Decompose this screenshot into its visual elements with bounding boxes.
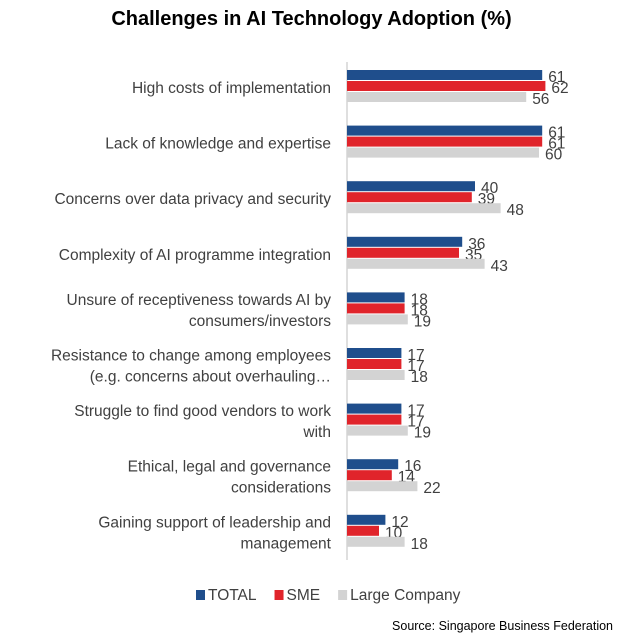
category-label: Ethical, legal and governance <box>128 459 331 476</box>
data-label: 61 <box>548 69 565 86</box>
bar-total <box>347 125 543 136</box>
category-label: Unsure of receptiveness towards AI by <box>67 292 332 309</box>
legend-label: SME <box>287 587 321 604</box>
bar-sme <box>347 81 546 91</box>
bar-total <box>347 348 402 358</box>
data-label: 12 <box>391 514 408 531</box>
bar-large-company <box>347 536 405 547</box>
data-label: 48 <box>507 202 524 219</box>
bar-total <box>347 514 386 525</box>
category-label: Lack of knowledge and expertise <box>105 136 331 153</box>
data-label: 17 <box>407 414 424 431</box>
category-label: consumers/investors <box>189 313 331 330</box>
data-label: 18 <box>411 369 428 386</box>
bar-sme <box>347 359 402 369</box>
category-label: High costs of implementation <box>132 80 331 97</box>
bar-total <box>347 292 405 303</box>
category-label: Concerns over data privacy and security <box>54 191 331 208</box>
data-label: 62 <box>551 80 568 97</box>
bar-total <box>347 236 463 247</box>
bar-sme <box>347 525 379 536</box>
data-label: 60 <box>545 147 563 164</box>
data-label: 61 <box>548 125 565 142</box>
category-label: Complexity of AI programme integration <box>59 247 331 264</box>
bar-sme <box>347 247 459 258</box>
legend-swatch <box>196 590 205 600</box>
bar-large-company <box>347 425 408 436</box>
bar-large-company <box>347 258 485 269</box>
bar-total <box>347 181 475 192</box>
bar-sme <box>347 470 392 481</box>
category-label: Struggle to find good vendors to work <box>74 403 331 420</box>
bar-total <box>347 70 543 80</box>
data-label: 17 <box>407 347 424 364</box>
legend-swatch <box>274 590 284 600</box>
category-label: Resistance to change among employees <box>51 348 331 365</box>
bar-large-company <box>347 92 527 102</box>
chart-title: Challenges in AI Technology Adoption (%) <box>111 8 512 30</box>
data-label: 56 <box>532 91 549 108</box>
legend-label: TOTAL <box>208 587 257 604</box>
bar-sme <box>347 136 543 147</box>
bar-sme <box>347 414 402 425</box>
data-label: 19 <box>414 313 431 330</box>
data-label: 18 <box>411 536 428 553</box>
bar-large-company <box>347 314 408 325</box>
category-label: (e.g. concerns about overhauling… <box>90 369 331 386</box>
bar-large-company <box>347 481 418 492</box>
bar-large-company <box>347 370 405 380</box>
data-label: 19 <box>414 425 431 442</box>
data-label: 18 <box>411 291 428 308</box>
bar-sme <box>347 303 405 314</box>
source-note: Source: Singapore Business Federation <box>392 619 613 633</box>
bar-total <box>347 459 399 470</box>
legend-label: Large Company <box>350 587 461 604</box>
category-label: management <box>241 535 332 552</box>
bar-sme <box>347 192 472 203</box>
bar-large-company <box>347 147 539 158</box>
category-label: with <box>302 424 331 441</box>
data-label: 17 <box>407 403 424 420</box>
data-label: 18 <box>411 302 428 319</box>
legend-swatch <box>338 590 348 600</box>
data-label: 43 <box>491 258 508 275</box>
bar-large-company <box>347 203 501 214</box>
bar-total <box>347 403 402 414</box>
data-label: 16 <box>404 458 421 475</box>
data-label: 36 <box>468 236 485 253</box>
category-label: considerations <box>231 480 331 497</box>
data-label: 17 <box>407 358 424 375</box>
category-label: Gaining support of leadership and <box>98 514 331 531</box>
data-label: 40 <box>481 180 499 197</box>
data-label: 22 <box>423 480 440 497</box>
data-label: 61 <box>548 136 565 153</box>
